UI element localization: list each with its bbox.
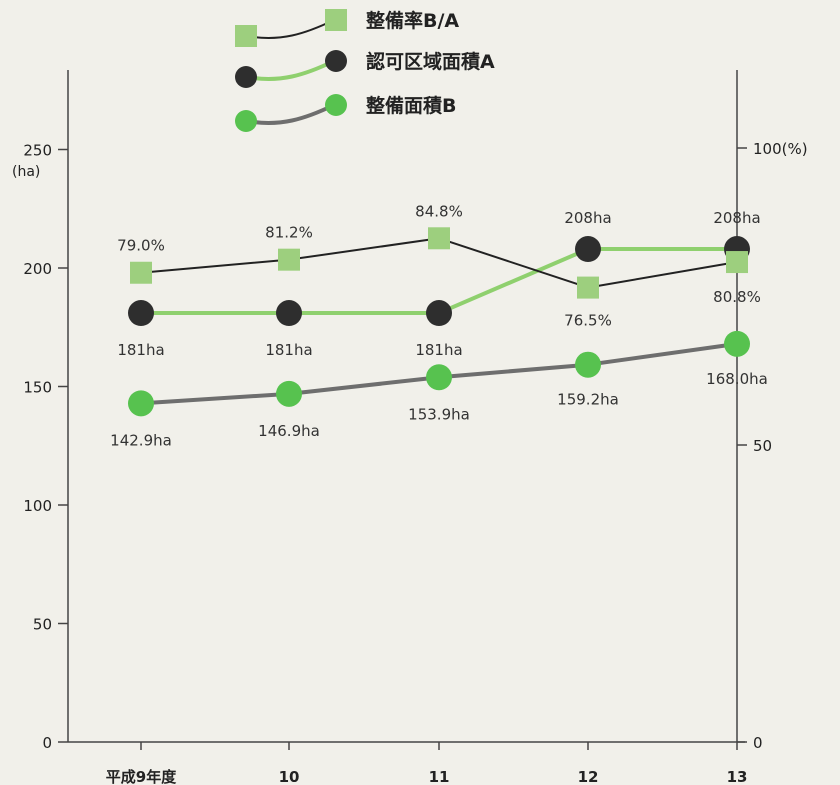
area_a-data-label: 181ha: [265, 341, 312, 359]
left-tick-label: 250: [23, 142, 52, 160]
ratio-point: [577, 276, 599, 299]
left-tick-label: 100: [23, 497, 52, 515]
ratio-point: [726, 251, 748, 274]
ratio-point: [278, 248, 300, 271]
left-tick-label: 50: [33, 616, 52, 634]
area_a-point: [426, 300, 452, 327]
legend-marker-end: [325, 94, 347, 116]
chart-data-labels: 79.0% 81.2% 84.8% 76.5% 80.8% 181ha 181ha 181ha…: [110, 202, 768, 449]
chart-series: [128, 227, 750, 417]
legend-label: 整備面積B: [366, 94, 456, 117]
ratio-data-label: 80.8%: [713, 288, 761, 306]
x-tick-label: 10: [279, 768, 300, 785]
area_b-data-label: 142.9ha: [110, 431, 172, 449]
left-axis-unit: (ha): [12, 164, 40, 180]
x-tick-label: 13: [727, 768, 748, 785]
ratio-data-label: 81.2%: [265, 224, 313, 242]
area_b-data-label: 168.0ha: [706, 370, 768, 388]
ratio-point: [130, 261, 152, 284]
legend-marker-start: [235, 110, 257, 132]
left-tick-label: 0: [42, 734, 52, 752]
right-tick-label: 0: [753, 734, 763, 752]
legend-line: [246, 19, 335, 39]
x-tick-label: 平成9年度: [106, 768, 177, 785]
area_a-point: [575, 236, 601, 263]
ratio-point: [428, 227, 450, 250]
area_b-point: [128, 390, 154, 417]
area_a-data-label: 208ha: [713, 209, 760, 227]
ratio-data-label: 79.0%: [117, 237, 165, 255]
area_b-point: [724, 330, 750, 357]
area_a-point: [128, 300, 154, 327]
area_a-point: [276, 300, 302, 327]
left-tick-label: 200: [23, 260, 52, 278]
chart-legend: 整備率B/A 認可区域面積A 整備面積B: [235, 9, 495, 132]
legend-marker-start: [235, 66, 257, 88]
area_b-data-label: 146.9ha: [258, 422, 320, 440]
area_b-data-label: 159.2ha: [557, 391, 619, 409]
left-tick-label: 150: [23, 379, 52, 397]
chart-axes: 0 50 100 150 200 250 (ha) 0 50 100(%) 平成9年度 10 11 12 1…: [12, 70, 808, 785]
legend-line: [246, 103, 335, 125]
area_b-point: [575, 351, 601, 378]
right-tick-label: 50: [753, 437, 772, 455]
area_a-data-label: 208ha: [564, 209, 611, 227]
area_b-data-label: 153.9ha: [408, 405, 470, 423]
legend-marker-end: [325, 9, 347, 31]
area_a-data-label: 181ha: [415, 341, 462, 359]
area_b-point: [426, 364, 452, 391]
legend-marker-end: [325, 50, 347, 72]
ratio-data-label: 76.5%: [564, 312, 612, 330]
x-tick-label: 11: [429, 768, 450, 785]
legend-label: 整備率B/A: [366, 9, 459, 32]
right-tick-label: 100(%): [753, 140, 808, 158]
ratio-data-label: 84.8%: [415, 202, 463, 220]
legend-label: 認可区域面積A: [366, 50, 495, 73]
x-tick-label: 12: [578, 768, 599, 785]
legend-marker-start: [235, 25, 257, 47]
legend-line: [246, 59, 335, 81]
area_a-data-label: 181ha: [117, 341, 164, 359]
area_b-point: [276, 380, 302, 407]
